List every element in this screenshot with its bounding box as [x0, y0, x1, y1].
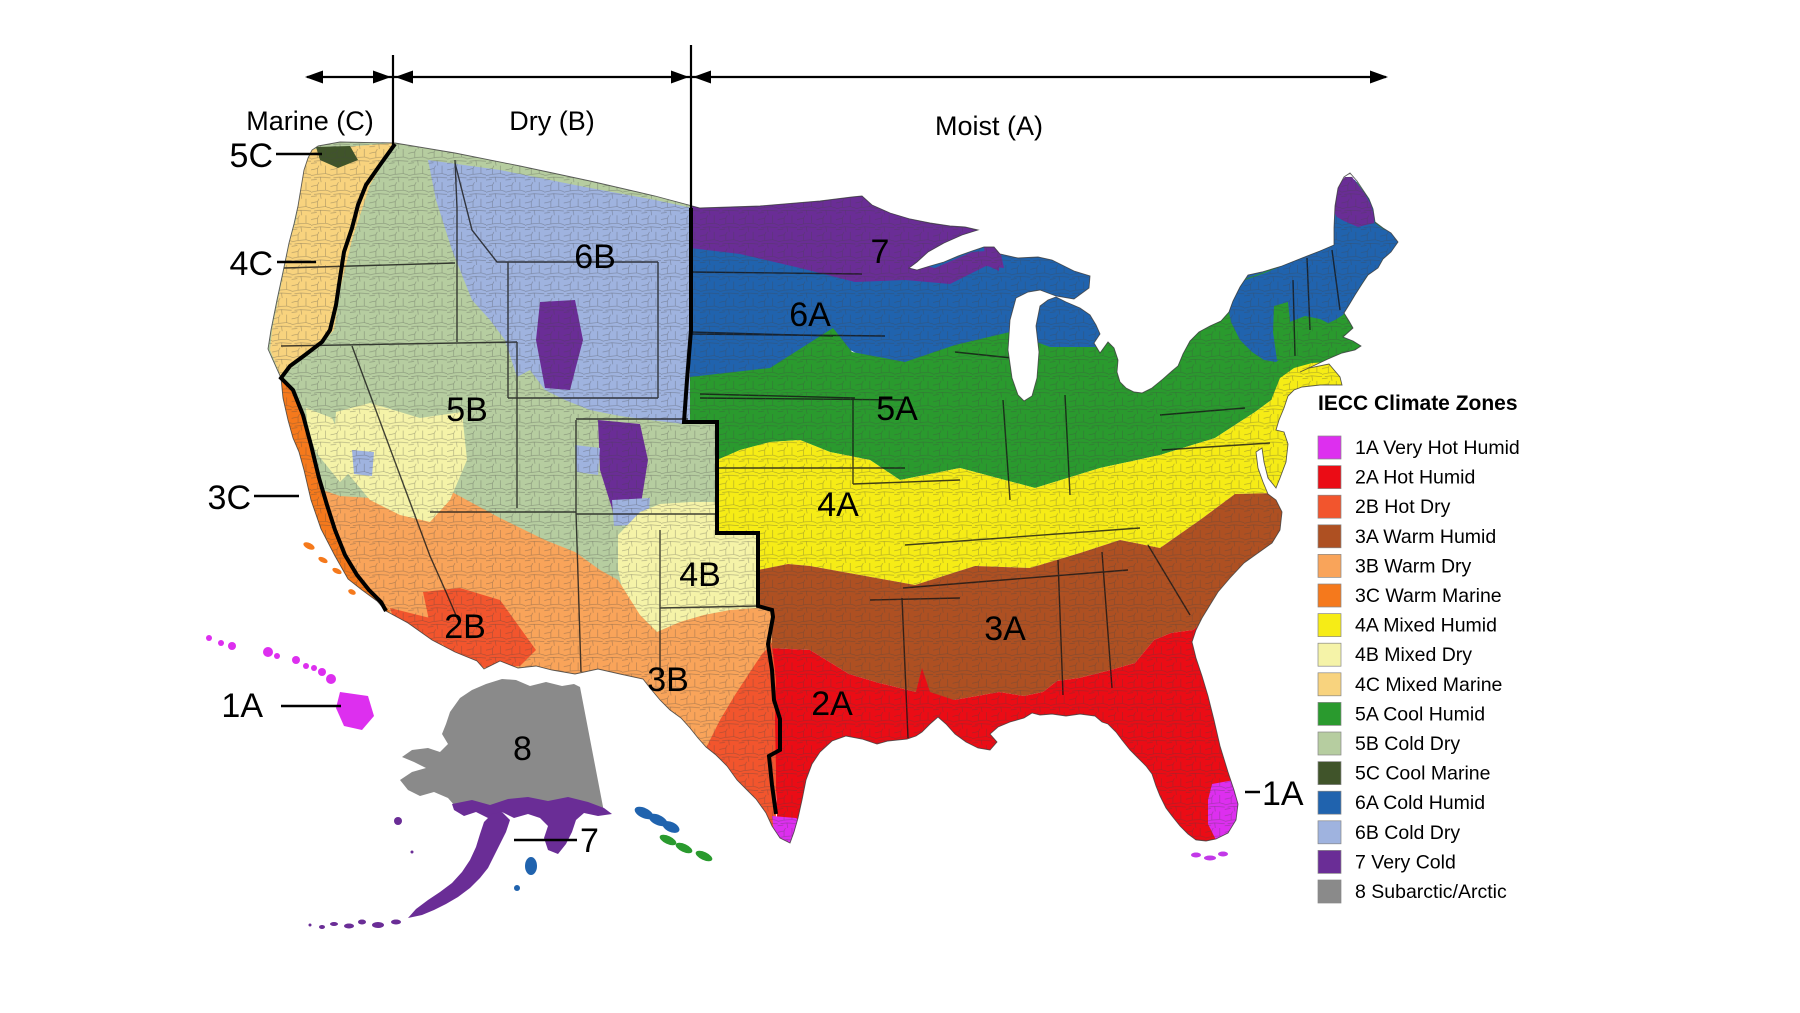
svg-text:5B Cold Dry: 5B Cold Dry	[1355, 733, 1460, 755]
svg-text:3A: 3A	[984, 610, 1026, 648]
svg-text:4B Mixed Dry: 4B Mixed Dry	[1355, 644, 1472, 666]
svg-text:1A: 1A	[221, 687, 263, 725]
svg-text:6B: 6B	[574, 238, 616, 276]
svg-text:6A: 6A	[789, 296, 831, 334]
svg-text:6B Cold Dry: 6B Cold Dry	[1355, 822, 1460, 844]
svg-text:IECC Climate Zones: IECC Climate Zones	[1318, 392, 1518, 415]
svg-text:8 Subarctic/Arctic: 8 Subarctic/Arctic	[1355, 881, 1507, 903]
svg-text:5A: 5A	[876, 390, 918, 428]
svg-text:7 Very Cold: 7 Very Cold	[1355, 851, 1456, 873]
svg-text:7: 7	[871, 233, 890, 271]
svg-text:Marine (C): Marine (C)	[246, 106, 374, 136]
svg-text:6A Cold Humid: 6A Cold Humid	[1355, 792, 1485, 814]
svg-text:3C: 3C	[208, 479, 251, 517]
svg-text:4A: 4A	[817, 486, 859, 524]
svg-text:3C Warm Marine: 3C Warm Marine	[1355, 585, 1502, 607]
svg-text:5A Cool Humid: 5A Cool Humid	[1355, 703, 1485, 725]
svg-text:5C Cool Marine: 5C Cool Marine	[1355, 763, 1490, 785]
svg-text:3A Warm Humid: 3A Warm Humid	[1355, 526, 1496, 548]
svg-text:4A Mixed Humid: 4A Mixed Humid	[1355, 615, 1497, 637]
svg-text:5C: 5C	[230, 137, 273, 175]
svg-text:Dry (B): Dry (B)	[509, 106, 594, 136]
svg-text:7: 7	[580, 822, 599, 860]
svg-text:4C: 4C	[230, 245, 273, 283]
svg-text:2A Hot Humid: 2A Hot Humid	[1355, 467, 1475, 489]
svg-text:2B: 2B	[444, 608, 486, 646]
svg-text:1A Very Hot Humid: 1A Very Hot Humid	[1355, 437, 1520, 459]
svg-text:3B: 3B	[647, 661, 689, 699]
svg-text:8: 8	[513, 730, 532, 768]
svg-text:Moist (A): Moist (A)	[935, 111, 1043, 141]
svg-text:3B Warm Dry: 3B Warm Dry	[1355, 555, 1472, 577]
svg-text:1A: 1A	[1262, 775, 1304, 813]
svg-text:4B: 4B	[679, 556, 721, 594]
svg-text:2B Hot Dry: 2B Hot Dry	[1355, 496, 1451, 518]
svg-text:5B: 5B	[446, 391, 488, 429]
svg-text:4C Mixed Marine: 4C Mixed Marine	[1355, 674, 1502, 696]
svg-text:2A: 2A	[811, 685, 853, 723]
